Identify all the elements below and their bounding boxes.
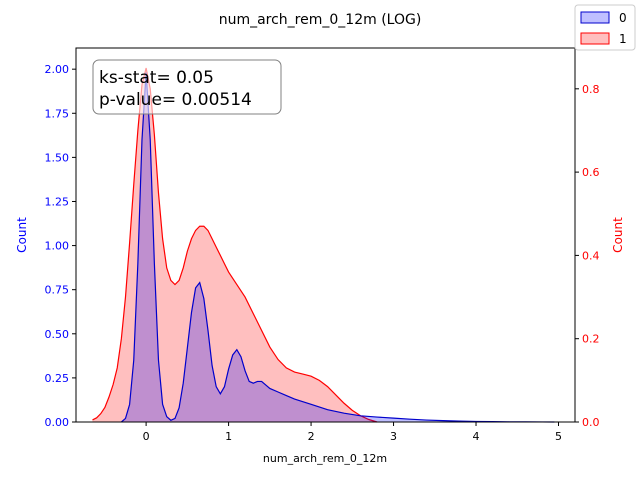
x-tick-label: 4 [473, 430, 480, 443]
legend-swatch-1 [580, 32, 610, 45]
left-y-tick-label: 2.00 [45, 63, 70, 76]
left-y-tick-label: 0.50 [45, 328, 70, 341]
chart-title: num_arch_rem_0_12m (LOG) [219, 12, 422, 28]
left-y-axis-label: Count [15, 217, 29, 253]
x-tick-label: 0 [143, 430, 150, 443]
p-value-text: p-value= 0.00514 [99, 90, 252, 110]
right-y-tick-label: 0.2 [582, 333, 600, 346]
axes: 0 1 2 3 4 5 0.00 0.25 0.50 0.75 1.00 1.25 1.50 1.75 2.… [45, 63, 600, 443]
legend-label-0: 0 [619, 11, 627, 25]
legend-frame [574, 4, 636, 51]
ks-stat-text: ks-stat= 0.05 [99, 68, 214, 88]
legend: 0 1 [574, 4, 636, 51]
x-tick-label: 2 [308, 430, 315, 443]
x-axis-label: num_arch_rem_0_12m [263, 452, 387, 465]
legend-swatch-0 [580, 11, 610, 24]
x-tick-label: 1 [225, 430, 232, 443]
left-y-tick-label: 0.25 [45, 372, 70, 385]
left-y-tick-label: 1.75 [45, 107, 70, 120]
left-y-tick-label: 1.50 [45, 151, 70, 164]
plot-area [92, 67, 555, 423]
right-y-axis-label: Count [611, 217, 625, 253]
plot-frame [75, 47, 576, 423]
series-1-line [92, 67, 378, 423]
right-y-tick-label: 0.8 [582, 83, 600, 96]
left-y-tick-label: 1.00 [45, 240, 70, 253]
left-y-tick-label: 0.00 [45, 416, 70, 429]
right-y-tick-label: 0.6 [582, 166, 600, 179]
stats-box [92, 59, 282, 115]
legend-label-1: 1 [619, 32, 627, 46]
series-0-line [120, 72, 555, 423]
x-tick-label: 3 [390, 430, 397, 443]
left-y-tick-label: 0.75 [45, 284, 70, 297]
x-tick-label: 5 [555, 430, 562, 443]
left-y-tick-label: 1.25 [45, 195, 70, 208]
right-y-tick-label: 0.4 [582, 249, 600, 262]
series-1-area [92, 67, 378, 423]
right-y-tick-label: 0.0 [582, 416, 600, 429]
stats-annotation: ks-stat= 0.05 p-value= 0.00514 [92, 59, 282, 115]
